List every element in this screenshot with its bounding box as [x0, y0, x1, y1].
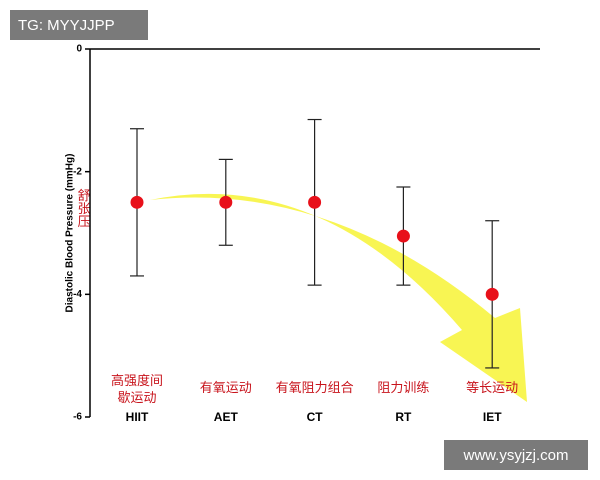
y-axis-label: Diastolic Blood Pressure (mmHg)	[65, 154, 76, 313]
annotation: 舒张压	[76, 189, 91, 228]
y-tick-label: -6	[73, 412, 82, 423]
point	[396, 229, 410, 243]
category-label-cn: 等长运动	[466, 381, 519, 396]
watermark-box	[444, 440, 588, 470]
x-tick-label: RT	[395, 410, 412, 424]
watermark: www.ysyjzj.com	[462, 447, 568, 464]
point	[130, 195, 144, 209]
category-label-cn: 有氧阻力组合	[275, 381, 354, 396]
watermark: TG: MYYJJPP	[18, 17, 115, 34]
y-tick-label: -2	[73, 166, 82, 177]
y-tick-label: 0	[76, 44, 82, 55]
x-tick-label: IET	[483, 410, 502, 424]
category-label-cn: 高强度间歇运动	[110, 374, 163, 406]
watermark-box	[10, 10, 148, 40]
point	[219, 195, 233, 209]
x-tick-label: HIIT	[126, 410, 149, 424]
x-tick-label: AET	[214, 410, 239, 424]
trend-arrow	[150, 193, 527, 402]
point	[485, 287, 499, 301]
y-tick-label: -4	[73, 289, 82, 300]
x-tick-label: CT	[307, 410, 324, 424]
category-label-cn: 有氧运动	[199, 381, 252, 396]
category-label-cn: 阻力训练	[377, 381, 430, 396]
point	[308, 195, 322, 209]
